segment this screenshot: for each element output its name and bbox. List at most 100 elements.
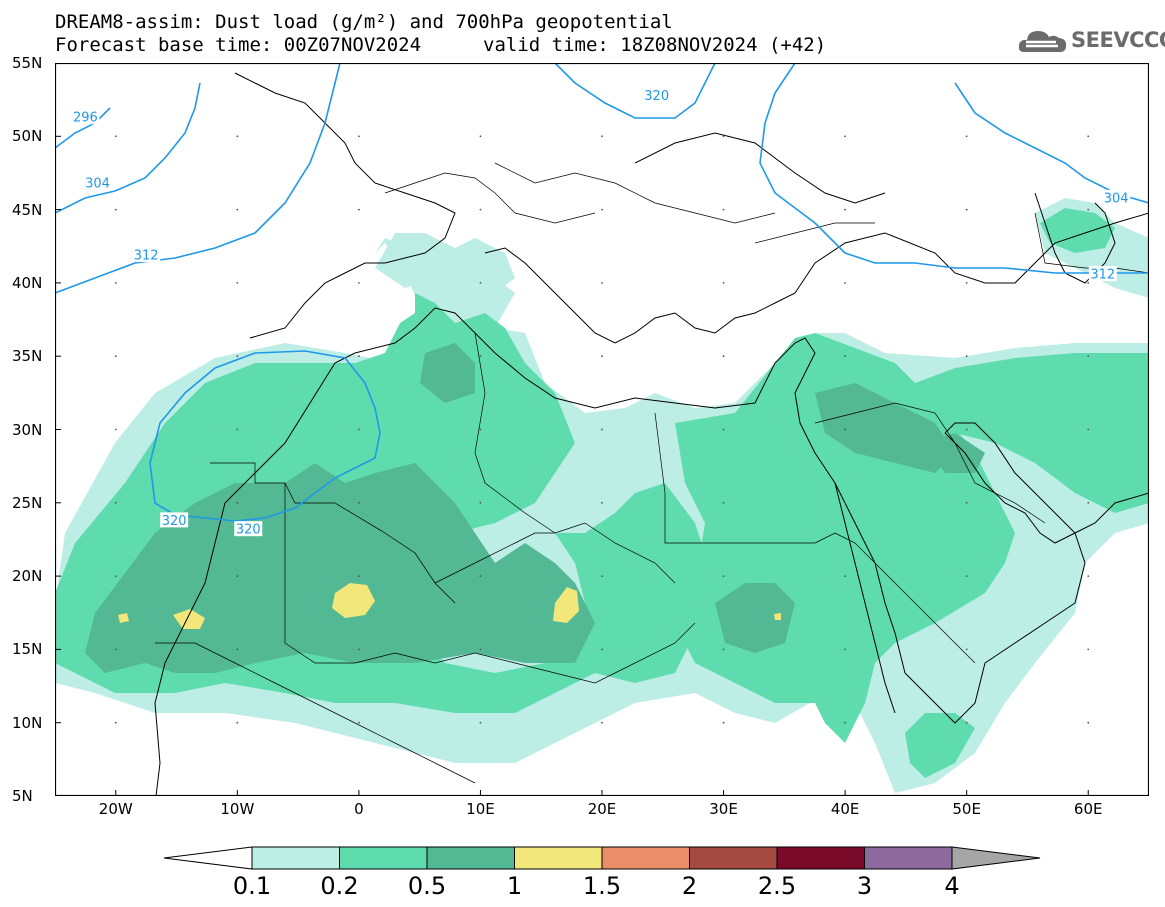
svg-text:320: 320 xyxy=(644,89,669,104)
grid-dot xyxy=(479,135,482,138)
grid-dot xyxy=(114,135,117,138)
contour-label: 320 xyxy=(160,512,189,529)
grid-dot xyxy=(844,282,847,284)
grid-dot xyxy=(965,721,968,724)
grid-dot xyxy=(965,428,968,431)
colorbar-level-label: 2.5 xyxy=(757,872,797,900)
dust-level-0.2-somalia xyxy=(905,713,975,778)
grid-dot xyxy=(236,501,239,504)
colorbar-level-label: 4 xyxy=(944,872,960,900)
svg-text:320: 320 xyxy=(162,514,187,529)
logo-text: SEEVCCC xyxy=(1071,28,1165,52)
dust-level-0.5-iraq xyxy=(925,433,985,473)
svg-text:296: 296 xyxy=(73,111,98,126)
contour-320-west xyxy=(149,350,381,522)
grid-dot xyxy=(236,575,239,577)
grid-dot xyxy=(722,721,725,724)
grid-dot xyxy=(844,208,847,211)
colorbar xyxy=(163,846,1041,870)
colorbar-segment xyxy=(776,846,865,870)
grid-dot xyxy=(479,501,482,504)
svg-text:312: 312 xyxy=(134,249,159,264)
lon-label: 20W xyxy=(98,800,133,818)
dust-level-0.5-libya xyxy=(420,343,475,403)
borders xyxy=(155,162,1149,784)
grid-dot xyxy=(114,282,117,284)
grid-dot xyxy=(1087,355,1090,358)
grid-dot xyxy=(965,501,968,504)
lon-label: 40E xyxy=(830,800,860,818)
grid-dot xyxy=(357,355,360,358)
dust-level-0.1-north xyxy=(375,233,515,293)
grid-dot xyxy=(965,135,968,138)
contour-label: 296 xyxy=(71,109,100,126)
grid-dot xyxy=(479,282,482,284)
grid-dot xyxy=(844,721,847,724)
svg-text:304: 304 xyxy=(85,177,110,192)
dust-level-1-senegal xyxy=(173,609,205,629)
lon-label: 10E xyxy=(466,800,495,818)
axis-ticks xyxy=(55,63,1089,796)
contour-label: 320 xyxy=(642,87,671,104)
map-title: DREAM8-assim: Dust load (g/m²) and 700hP… xyxy=(55,11,673,33)
grid-dot xyxy=(722,575,725,577)
grid-dot xyxy=(114,648,117,651)
colorbar-level-label: 1 xyxy=(506,872,523,900)
colorbar-over-arrow xyxy=(951,846,1041,870)
coastlines xyxy=(154,72,1149,796)
contour-296 xyxy=(55,107,111,149)
contour-label: 320 xyxy=(234,521,263,538)
contour-labels: 296 304 312 320 320 320 304 312 xyxy=(71,87,1131,538)
grid-dot xyxy=(1087,501,1090,504)
grid-dot xyxy=(357,721,360,724)
grid-dot xyxy=(357,208,360,211)
colorbar-level-label: 2 xyxy=(681,872,698,900)
grid-dot xyxy=(236,648,239,651)
grid-dot xyxy=(114,208,117,211)
grid-dot xyxy=(479,428,482,431)
colorbar-level-label: 3 xyxy=(856,872,873,900)
contour-label: 304 xyxy=(83,175,112,192)
grid-dot xyxy=(601,501,603,504)
colorbar-level-label: 0.2 xyxy=(320,872,359,900)
colorbar-segment xyxy=(864,846,953,870)
grid-dot xyxy=(601,282,603,284)
grid-dot xyxy=(1087,282,1090,284)
grid-dot xyxy=(844,135,847,138)
grid-dot xyxy=(1087,721,1090,724)
lat-label: 20N xyxy=(12,567,43,586)
forecast-time: Forecast base time: 00Z07NOV2024 valid ti… xyxy=(55,35,826,55)
contour-320-north xyxy=(554,63,716,119)
grid-dot xyxy=(844,355,847,358)
dust-level-1-w xyxy=(118,613,129,623)
lat-label: 50N xyxy=(12,127,43,146)
grid-dot xyxy=(601,355,603,358)
contour-312-west xyxy=(55,63,341,294)
grid-dot xyxy=(722,135,725,138)
dust-field xyxy=(55,198,1149,793)
grid-dot xyxy=(479,575,482,577)
grid-dot xyxy=(236,355,239,358)
grid-dot xyxy=(479,648,482,651)
grid-dot xyxy=(722,282,725,284)
grid-dot xyxy=(357,575,360,577)
grid-dot xyxy=(1087,428,1090,431)
dust-level-1-sudan xyxy=(774,613,781,620)
grid-dot xyxy=(1087,135,1090,138)
grid-dot xyxy=(844,648,847,651)
lat-label: 10N xyxy=(12,713,43,732)
grid-dot xyxy=(601,648,603,651)
grid-dot xyxy=(601,721,603,724)
grid-dot xyxy=(844,501,847,504)
grid-dot xyxy=(114,428,117,431)
lat-label: 15N xyxy=(12,640,43,659)
contour-label: 312 xyxy=(1088,266,1117,283)
lon-label: 60E xyxy=(1073,800,1103,818)
grid-dot xyxy=(1087,208,1090,211)
grid-dot xyxy=(965,282,968,284)
grid-dot xyxy=(965,648,968,651)
grid-dot xyxy=(114,721,117,724)
grid-dot xyxy=(601,208,603,211)
svg-text:304: 304 xyxy=(1104,191,1129,206)
grid-dot xyxy=(601,575,603,577)
